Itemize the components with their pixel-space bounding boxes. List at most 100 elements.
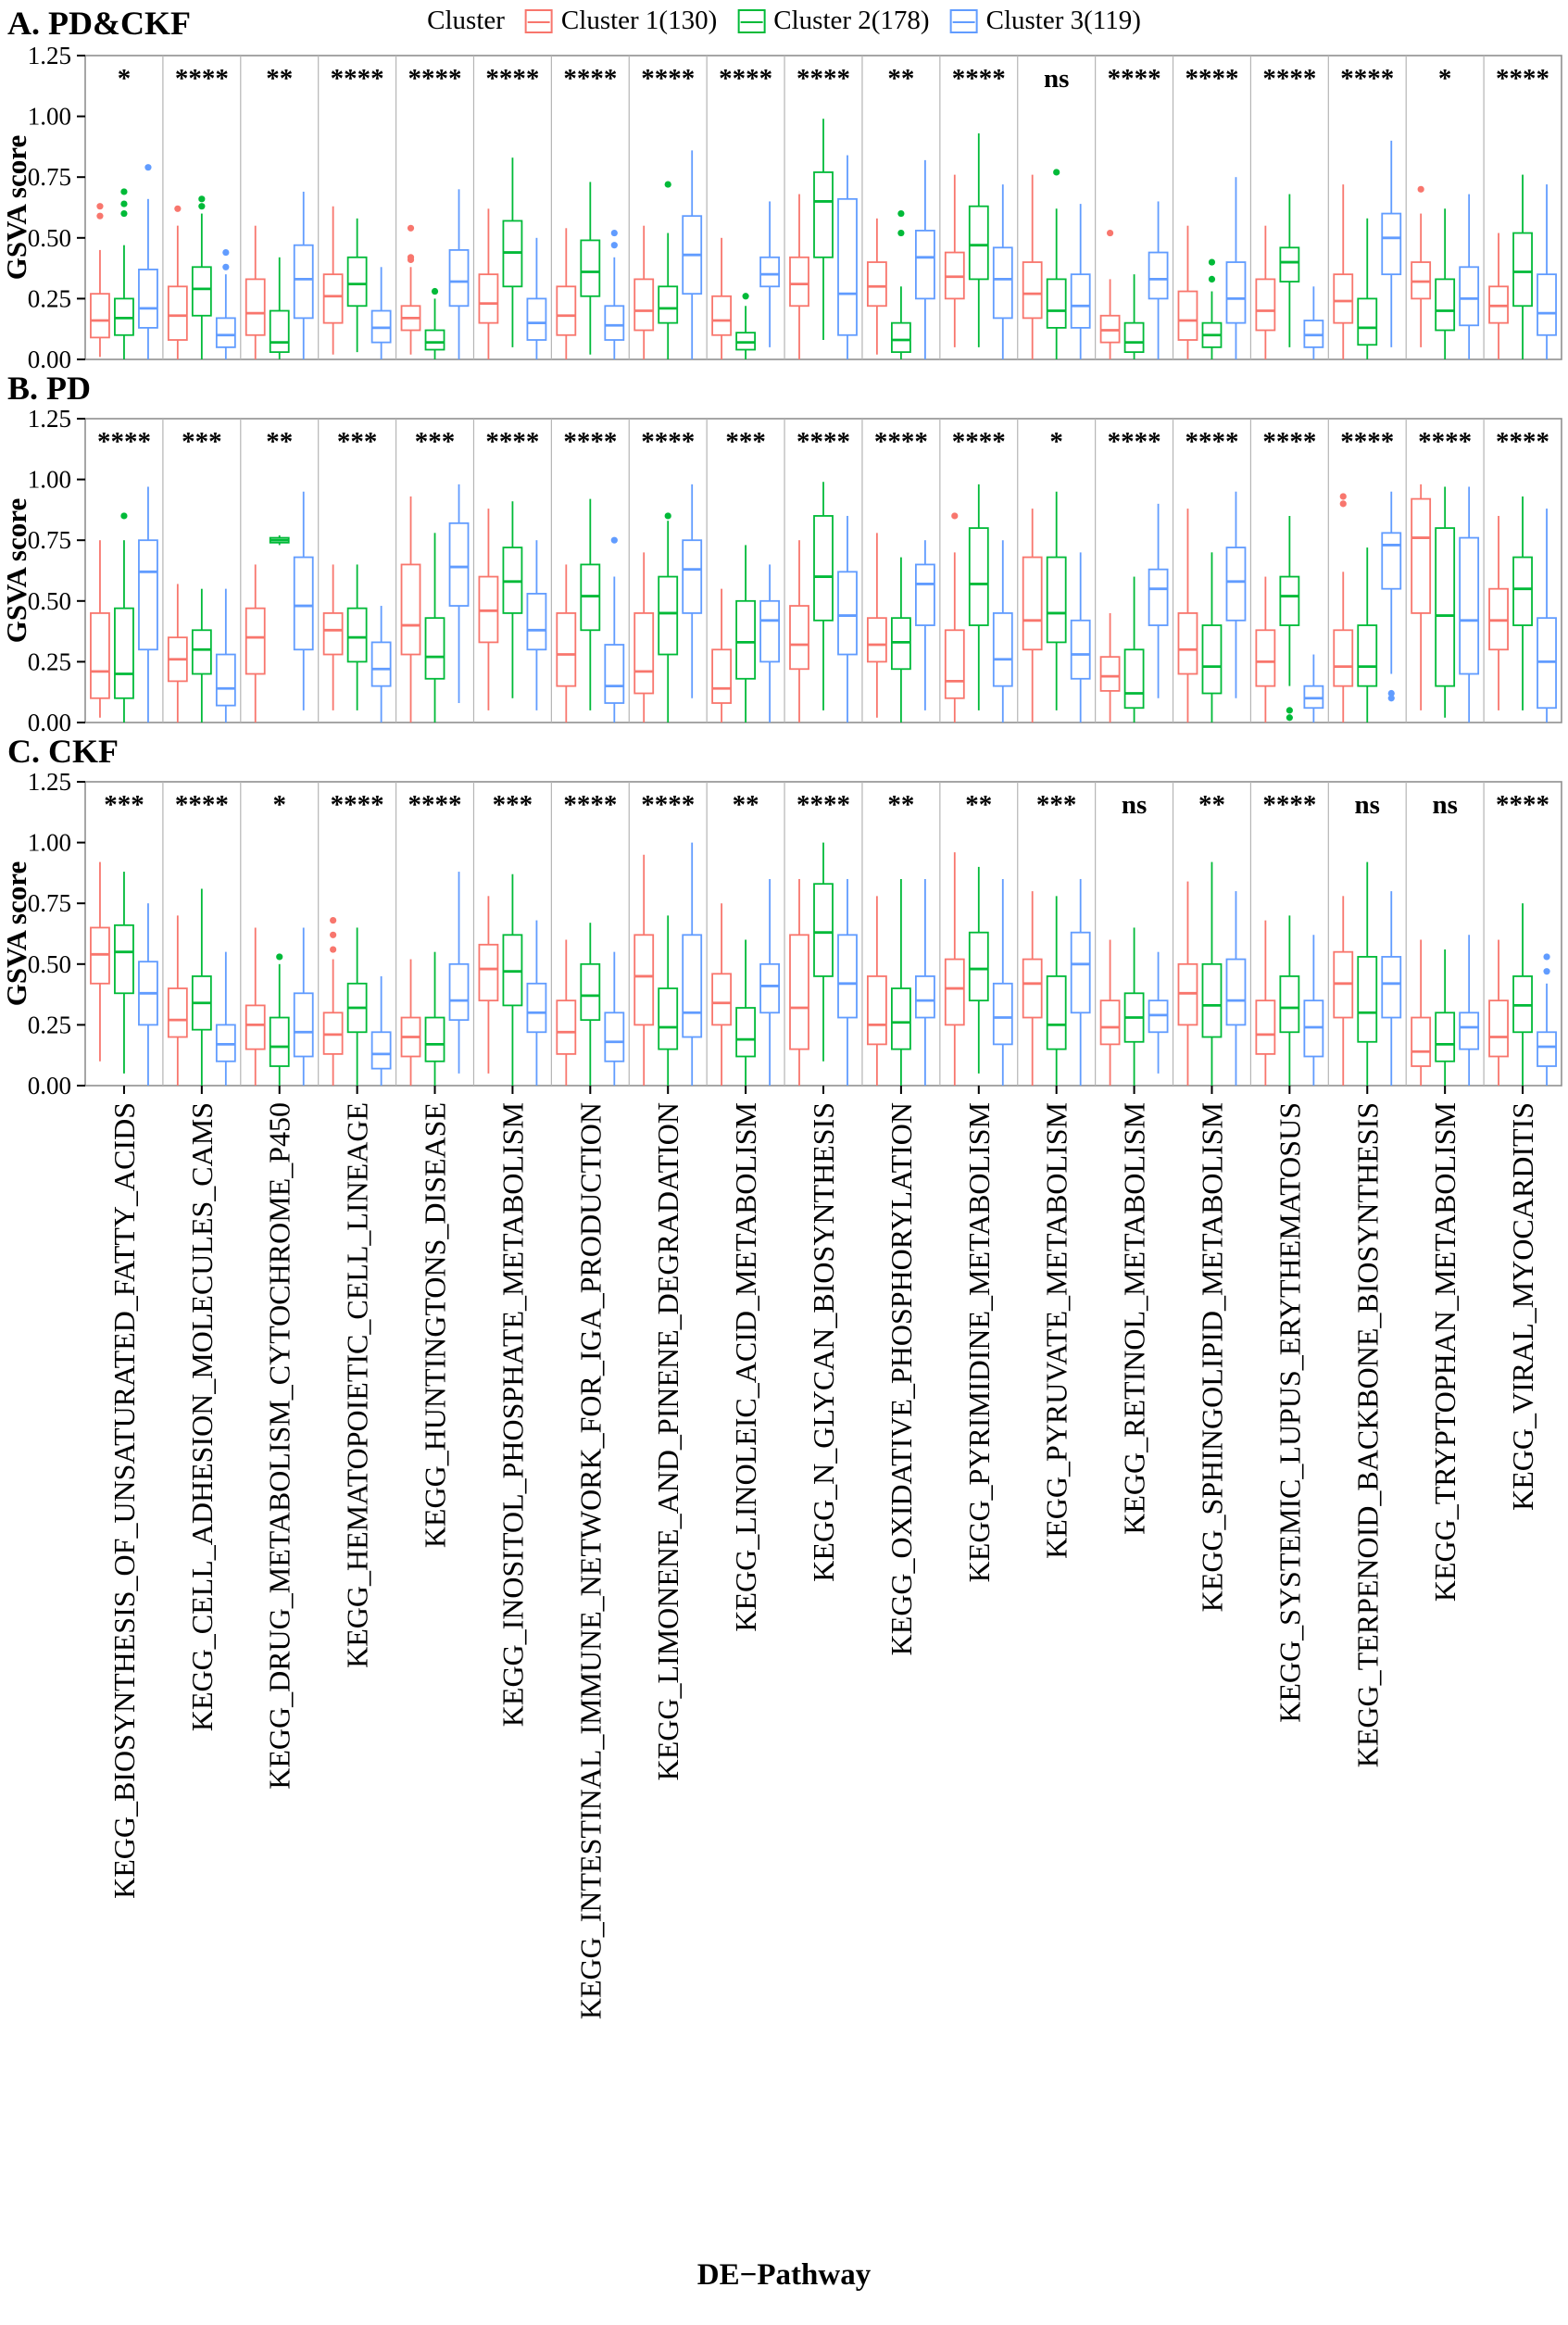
boxplot (448, 872, 470, 1074)
boxplot (658, 915, 679, 1086)
boxplot (1488, 939, 1509, 1086)
pathway-label: KEGG_TERPENOID_BACKBONE_BIOSYNTHESIS (1350, 1102, 1384, 1767)
boxplot (269, 953, 290, 1086)
boxplot (1411, 185, 1432, 347)
significance-label: **** (1108, 64, 1161, 94)
y-tick-label: 1.25 (28, 42, 71, 69)
boxplot (1512, 903, 1533, 1086)
boxplot (1537, 509, 1557, 723)
boxplot (1411, 939, 1432, 1086)
outlier-point (951, 512, 959, 520)
boxplot (759, 564, 781, 723)
boxplot (138, 903, 158, 1086)
y-tick-label: 1.00 (28, 466, 71, 494)
boxplot (400, 496, 421, 723)
boxplot (1303, 935, 1324, 1086)
boxplot (580, 182, 601, 355)
boxplot (759, 878, 781, 1086)
boxplot (346, 927, 368, 1086)
boxplot (1488, 232, 1509, 359)
outlier-point (1208, 258, 1216, 266)
boxplot (1303, 286, 1324, 359)
significance-label: * (272, 790, 286, 820)
outlier-point (407, 254, 415, 261)
significance-label: * (1438, 64, 1452, 94)
boxplot (580, 498, 601, 710)
y-tick-label: 0.25 (28, 1011, 71, 1038)
series-cluster-3 (138, 484, 1557, 723)
boxplot (245, 225, 266, 359)
boxplot (890, 878, 911, 1086)
y-tick-label: 0.75 (28, 163, 71, 191)
significance-label: **** (797, 790, 850, 820)
boxplot (813, 119, 834, 341)
boxplot (478, 896, 499, 1074)
boxplot (90, 861, 110, 1062)
boxplot (370, 975, 392, 1086)
significance-label: **** (485, 64, 539, 94)
boxplot (448, 189, 470, 359)
boxplot (424, 287, 445, 359)
outlier-point (1053, 169, 1060, 176)
outlier-point (407, 224, 415, 232)
boxplot (556, 228, 577, 359)
significance-label: ** (266, 64, 293, 94)
outlier-point (198, 195, 206, 203)
boxplot (1488, 515, 1509, 710)
boxplot (478, 509, 499, 710)
boxplot (914, 878, 935, 1086)
panel-0: 0.000.250.500.751.001.25* **** ** **** **** *… (28, 42, 1562, 373)
panel-a-title: A. PD&CKF (7, 5, 191, 42)
boxplot (502, 157, 523, 347)
boxplot (167, 584, 188, 723)
boxplot (215, 588, 236, 723)
boxplot (1099, 229, 1121, 359)
boxplot (400, 959, 421, 1086)
pathway-label: KEGG_BIOSYNTHESIS_OF_UNSATURATED_FATTY_A… (107, 1102, 141, 1899)
outlier-point (120, 200, 128, 207)
boxplot (191, 195, 212, 359)
x-axis-label: DE−Pathway (696, 2258, 872, 2292)
boxplot (1123, 576, 1145, 723)
significance-label: *** (104, 790, 144, 820)
outlier-point (174, 205, 182, 212)
boxplot (245, 927, 266, 1086)
boxplot (1255, 225, 1276, 359)
boxplot (370, 267, 392, 359)
significance-label: **** (1496, 427, 1549, 457)
boxplot (1201, 258, 1223, 359)
significance-label: **** (408, 64, 462, 94)
significance-label: **** (485, 427, 539, 457)
boxplot (789, 878, 809, 1086)
boxplot (90, 540, 110, 718)
boxplot (968, 132, 989, 347)
y-tick-label: 0.75 (28, 889, 71, 917)
boxplot (293, 491, 314, 710)
outlier-point (1387, 689, 1395, 698)
boxplot (789, 194, 809, 359)
boxplot (1201, 861, 1223, 1086)
outlier-point (330, 916, 337, 924)
boxplot (866, 218, 887, 355)
boxplot (1099, 939, 1121, 1086)
boxplot (1279, 194, 1300, 347)
outlier-point (120, 512, 128, 520)
boxplot (90, 203, 110, 358)
boxplot (1333, 896, 1354, 1086)
boxplot (735, 939, 757, 1086)
boxplot (1225, 177, 1247, 359)
boxplot (293, 191, 314, 359)
pathway-label: KEGG_DRUG_METABOLISM_CYTOCHROME_P450 (263, 1102, 296, 1790)
boxplot (633, 552, 655, 723)
boxplot (1357, 218, 1378, 359)
boxplot (1148, 201, 1169, 359)
outlier-point (330, 946, 337, 953)
boxplot (992, 540, 1013, 723)
boxplot (1357, 861, 1378, 1086)
series-cluster-1 (90, 484, 1509, 723)
boxplot (968, 484, 989, 710)
outlier-point (1208, 275, 1216, 283)
boxplot (191, 588, 212, 723)
boxplot (1303, 654, 1324, 723)
boxplot (400, 224, 421, 355)
